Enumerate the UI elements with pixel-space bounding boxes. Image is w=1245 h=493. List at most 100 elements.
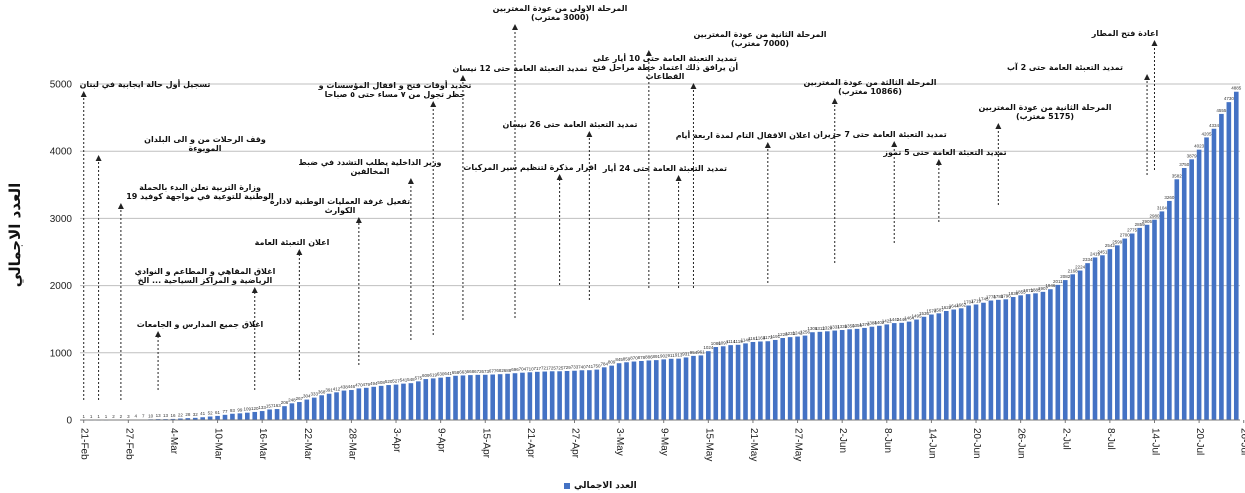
annotation-text: تسجيل أول حالة ايجابية في لبنان (80, 79, 211, 89)
bar-value-label: 688 (504, 368, 512, 373)
bar (750, 341, 756, 420)
annotation-text: تمديد التعبئة العامة حتى 12 نيسان (452, 64, 587, 73)
bar-value-label: 1119 (733, 339, 743, 344)
bar-value-label: 2224 (1075, 265, 1086, 270)
arrowhead-icon (935, 159, 942, 165)
annotation: اقرار مذكرة لتنظيم سير المركبات (463, 163, 597, 285)
bar-value-label: 809 (608, 360, 616, 365)
bar (624, 362, 629, 420)
bar-value-label: 717 (534, 366, 542, 371)
x-tick-label: 3-May (614, 428, 625, 456)
bar-value-label: 1242 (793, 331, 804, 336)
annotation: وزارة التربية تعلن البدء بالحملة الوطنية … (117, 183, 274, 400)
bar (706, 351, 711, 420)
annotation-text: تمديد التعبئة العامة حتى 26 نيسان (502, 120, 637, 129)
bar-value-label: 870 (630, 356, 638, 361)
bar-value-label: 3879 (1187, 153, 1198, 158)
bar-value-label: 961 (697, 349, 705, 354)
bar-value-label: 1 (82, 414, 85, 419)
bar (349, 390, 354, 420)
bar-value-label: 2775 (1127, 228, 1138, 233)
annotation-text: تمديد التعبئة العامة حتى 2 آب (1007, 62, 1123, 72)
bar-value-label: 2334 (1083, 257, 1094, 262)
bar (810, 332, 815, 420)
bar-value-label: 673 (481, 369, 489, 374)
bar (735, 344, 741, 420)
bar (839, 330, 845, 420)
bar-value-label: 1312 (815, 326, 826, 331)
bar (914, 319, 919, 420)
arrowhead-icon (995, 123, 1002, 129)
bar-value-label: 2700 (1120, 233, 1131, 238)
x-tick-label: 21-Apr (525, 428, 536, 459)
bar (817, 331, 823, 420)
arrowhead-icon (891, 141, 898, 147)
bar (274, 409, 280, 420)
bar-value-label: 859 (623, 356, 631, 361)
bar (445, 376, 451, 420)
x-tick-label: 2-Jun (837, 428, 848, 453)
annotation: اعلان الاقفال التام لمدة اربعة أيام (676, 130, 811, 283)
bar (951, 309, 957, 420)
arrowhead-icon (645, 50, 652, 56)
bar (713, 347, 719, 420)
bar (832, 330, 838, 420)
bar (1003, 299, 1009, 420)
bar-value-label: 1622 (941, 305, 952, 310)
bar (230, 413, 235, 420)
x-tick-label: 22-Mar (302, 428, 313, 460)
x-tick-label: 16-Mar (257, 428, 268, 460)
bar (371, 386, 377, 420)
bar (601, 367, 607, 420)
bar (520, 372, 525, 420)
annotation: تفعيل غرفة العمليات الوطنية لادارة الكوار… (270, 197, 410, 365)
bar-value-label: 677 (489, 369, 497, 374)
bar-value-label: 704 (519, 367, 527, 372)
bar (192, 417, 198, 420)
bar-value-label: 163 (273, 403, 281, 408)
bar-value-label: 1161 (748, 336, 758, 341)
annotation-text: تمديد التعبئة العامة حتى 5 تموز (882, 148, 1006, 157)
y-tick-label: 5000 (50, 80, 73, 91)
bar-value-label: 1885 (1031, 287, 1042, 292)
bar (512, 373, 518, 420)
annotation-text: تمديد التعبئة العامة حتى 24 أيار (602, 163, 727, 173)
x-tick-label: 10-Mar (213, 428, 224, 460)
bar (475, 374, 481, 420)
bar (535, 371, 540, 420)
bar (1204, 137, 1209, 420)
bar-value-label: 672 (474, 369, 482, 374)
bar (1219, 113, 1224, 421)
y-tick-label: 2000 (50, 281, 73, 292)
bar (884, 324, 890, 420)
bar (1115, 245, 1120, 420)
annotation-text: اعادة فتح المطار (1091, 29, 1159, 38)
arrowhead-icon (586, 131, 593, 137)
y-tick-label: 4000 (50, 147, 73, 158)
bar-value-label: 1719 (971, 298, 982, 303)
bar-value-label: 13 (163, 413, 169, 418)
bar (1167, 200, 1172, 420)
bar (996, 299, 1001, 420)
bar-value-label: 902 (660, 353, 668, 358)
bar-value-label: 13 (156, 413, 162, 418)
bar (981, 302, 986, 420)
bar (1181, 168, 1187, 420)
bar-value-label: 109 (244, 407, 252, 412)
bar-value-label: 133 (258, 405, 266, 410)
bar (334, 392, 339, 420)
bar-value-label: 541 (400, 378, 408, 383)
arrowhead-icon (512, 24, 518, 30)
bar (549, 371, 555, 420)
arrowhead-icon (80, 91, 87, 97)
bar (921, 316, 927, 420)
x-tick-label: 14-Jun (926, 428, 937, 459)
bar (1152, 219, 1157, 420)
bar (527, 372, 533, 420)
bar (720, 346, 726, 420)
bar-value-label: 4205 (1202, 131, 1213, 136)
annotation-text: اعلان الاقفال التام لمدة اربعة أيام (676, 130, 811, 140)
annotation: المرحلة الثانية من عودة المغتربين (7000 م… (645, 30, 827, 288)
bar-value-label: 668 (467, 369, 475, 374)
bar-value-label: 619 (429, 372, 437, 377)
